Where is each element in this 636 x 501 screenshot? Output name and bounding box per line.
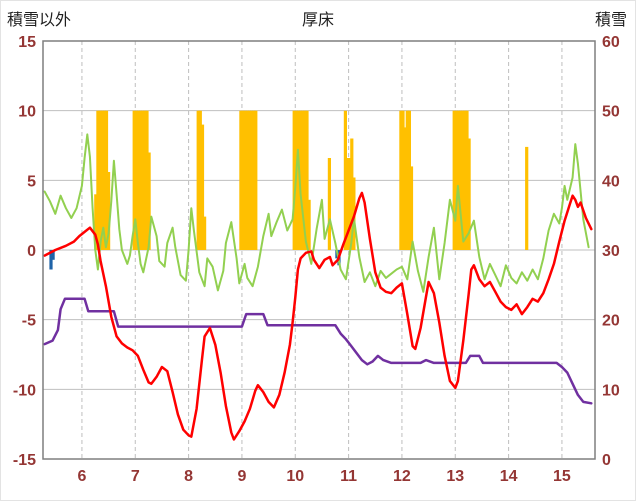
sunshine-bars [409, 166, 414, 250]
sunshine-bars [102, 110, 106, 250]
right-axis-tick-label: 0 [602, 452, 611, 469]
sunshine-bars [307, 199, 311, 250]
right-axis-tick-label: 60 [602, 34, 620, 51]
snow-depth-line [43, 297, 593, 405]
sunshine-bars [456, 110, 461, 250]
sunshine-bars [141, 110, 145, 250]
sunshine-bars [405, 110, 409, 250]
sunshine-bars [399, 110, 403, 250]
sunshine-bars [343, 110, 347, 250]
sunshine-bars [136, 110, 141, 250]
left-axis-tick-label: -5 [22, 313, 36, 330]
left-axis-tick-label: 10 [18, 104, 36, 121]
sunshine-bars [147, 152, 151, 250]
x-axis-tick-label: 10 [286, 468, 304, 485]
red-line [43, 191, 593, 441]
sunshine-bars [247, 110, 251, 250]
right-axis-tick-label: 20 [602, 313, 620, 330]
x-axis-tick-label: 11 [340, 468, 357, 485]
left-axis-tick-label: 0 [27, 243, 36, 260]
sunshine-bars [200, 124, 205, 250]
left-axis-tick-label: -15 [13, 452, 36, 469]
right-axis-tick-label: 40 [602, 173, 620, 190]
sunshine-bars [459, 110, 463, 250]
left-axis-title: 積雪以外 [7, 12, 72, 29]
sunshine-bars [348, 158, 352, 250]
sunshine-bars [463, 110, 467, 250]
sunshine-bars [239, 110, 243, 250]
right-axis-tick-label: 10 [602, 382, 620, 399]
sunshine-bars [467, 138, 471, 250]
precip-bars [49, 250, 53, 270]
sunshine-bars [254, 110, 258, 250]
sunshine-bars [327, 158, 331, 250]
left-axis-tick-label: 15 [18, 34, 36, 51]
sunshine-bars [145, 110, 149, 250]
sunshine-bars [454, 110, 458, 250]
sunshine-bars [292, 110, 296, 250]
left-axis-tick-label: 5 [27, 173, 36, 190]
sunshine-bars [452, 110, 456, 250]
green-line [43, 133, 590, 293]
right-axis-title: 積雪 [594, 12, 627, 29]
sunshine-bars [249, 110, 254, 250]
sunshine-bars [132, 110, 136, 250]
sunshine-bars [252, 110, 256, 250]
sunshine-bars [104, 110, 109, 250]
sunshine-bars [96, 110, 100, 250]
sunshine-bars [350, 138, 354, 250]
x-axis-tick-label: 14 [500, 468, 518, 485]
sunshine-bars [301, 110, 305, 250]
sunshine-bars [303, 110, 307, 250]
sunshine-bars [139, 110, 143, 250]
sunshine-bars [465, 110, 469, 250]
sunshine-bars [107, 172, 111, 250]
x-axis-tick-label: 9 [237, 468, 246, 485]
x-axis-tick-label: 15 [553, 468, 571, 485]
precip-bars [51, 250, 55, 260]
sunshine-bars [100, 110, 104, 250]
sunshine-bars [198, 110, 202, 250]
sunshine-bars [403, 127, 407, 250]
left-axis-tick-label: -10 [13, 382, 36, 399]
sunshine-bars [296, 110, 301, 250]
sunshine-bars [401, 110, 405, 250]
plot-border [42, 40, 596, 460]
sunshine-bars [345, 158, 350, 250]
chart-title: 厚床 [301, 12, 334, 29]
x-axis-tick-label: 13 [446, 468, 464, 485]
right-axis-tick-label: 50 [602, 104, 620, 121]
sunshine-bars [243, 110, 247, 250]
sunshine-bars [98, 110, 102, 250]
sunshine-bars [196, 110, 200, 250]
sunshine-bars [305, 110, 309, 250]
sunshine-bars [134, 110, 138, 250]
x-axis-tick-label: 7 [131, 468, 140, 485]
sunshine-bars [94, 194, 98, 250]
sunshine-bars [203, 216, 207, 250]
sunshine-bars [407, 110, 411, 250]
x-axis-tick-label: 12 [393, 468, 411, 485]
x-axis-tick-label: 8 [184, 468, 193, 485]
right-axis-tick-label: 30 [602, 243, 620, 260]
sunshine-bars [461, 110, 465, 250]
sunshine-bars [241, 110, 245, 250]
sunshine-bars [143, 110, 147, 250]
x-axis-tick-label: 6 [77, 468, 86, 485]
sunshine-bars [525, 146, 529, 250]
sunshine-bars [245, 110, 249, 250]
